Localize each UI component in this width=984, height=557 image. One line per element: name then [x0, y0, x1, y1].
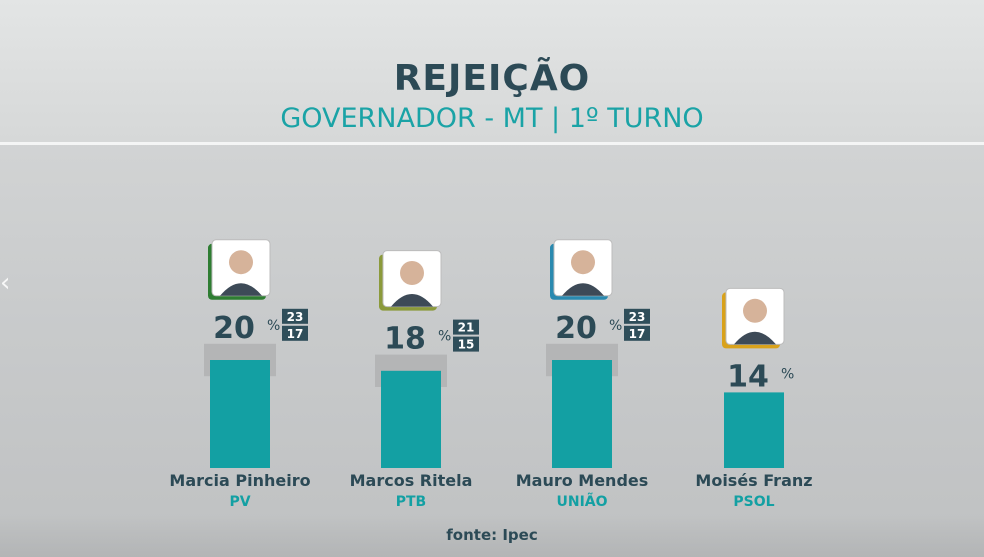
party-label: PSOL — [733, 494, 774, 510]
category-label: Mauro Mendes — [516, 471, 649, 490]
data-label: 14 — [727, 359, 769, 394]
header-divider — [0, 142, 984, 145]
percent-sign: % — [781, 366, 794, 382]
data-label: 18 — [384, 322, 426, 357]
avatar-head-icon — [229, 250, 253, 275]
data-label: 20 — [555, 311, 597, 346]
range-low-box — [624, 325, 650, 341]
avatar-head-icon — [743, 298, 767, 323]
category-label: Marcos Ritela — [350, 471, 473, 490]
avatar-head-icon — [571, 250, 595, 275]
range-low-label: 15 — [458, 338, 475, 352]
party-label: PV — [229, 494, 250, 510]
data-label: 20 — [213, 311, 255, 346]
range-low-label: 17 — [629, 327, 646, 341]
range-low-box — [453, 336, 479, 352]
percent-sign: % — [267, 318, 280, 334]
source-note: fonte: Ipec — [446, 526, 538, 544]
bar — [210, 360, 270, 468]
range-high-label: 23 — [629, 310, 646, 324]
range-low-box — [282, 325, 308, 341]
bar — [724, 392, 784, 468]
range-high-label: 21 — [458, 321, 475, 335]
avatar-body-icon — [391, 294, 433, 307]
party-label: PTB — [396, 494, 426, 510]
footer-band — [0, 515, 984, 557]
range-high-box — [453, 319, 479, 335]
party-label: UNIÃO — [556, 493, 607, 510]
bar — [381, 370, 441, 468]
percent-sign: % — [438, 329, 451, 345]
range-high-box — [282, 308, 308, 324]
category-label: Marcia Pinheiro — [169, 471, 310, 490]
range-low-label: 17 — [287, 327, 304, 341]
bar — [552, 360, 612, 468]
range-high-box — [624, 308, 650, 324]
percent-sign: % — [609, 318, 622, 334]
chevron-left-icon[interactable]: ‹ — [0, 268, 11, 298]
avatar-body-icon — [562, 283, 604, 296]
header-band — [0, 0, 984, 142]
range-high-label: 23 — [287, 310, 304, 324]
avatar-body-icon — [734, 331, 776, 345]
avatar-head-icon — [400, 261, 424, 285]
page-subtitle: GOVERNADOR - MT | 1º TURNO — [280, 103, 704, 134]
avatar-body-icon — [220, 283, 262, 296]
page-title: REJEIÇÃO — [393, 58, 591, 99]
category-label: Moisés Franz — [695, 471, 812, 490]
